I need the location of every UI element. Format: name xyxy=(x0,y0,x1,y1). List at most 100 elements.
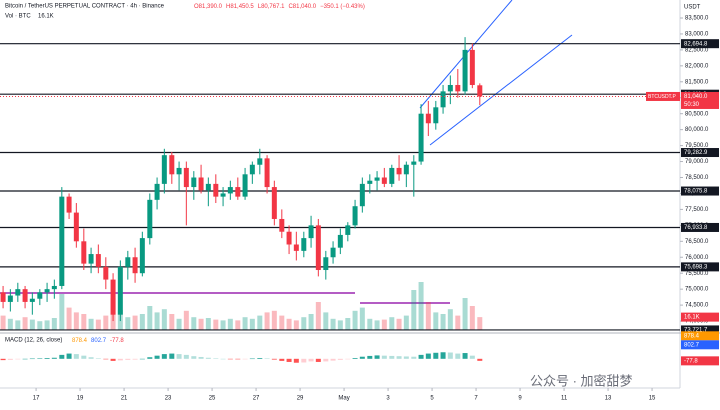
macd-hist-bar xyxy=(447,352,453,359)
volume-bar xyxy=(213,319,219,330)
x-tick-label: 9 xyxy=(518,396,522,402)
candle-body xyxy=(191,177,197,188)
y-tick-label: 76,000.0 xyxy=(685,255,709,261)
candle-body xyxy=(352,206,358,226)
volume-bar xyxy=(154,312,160,330)
candle-body xyxy=(359,183,365,207)
y-tick-label: 75,000.0 xyxy=(685,287,709,293)
candle-body xyxy=(132,257,138,274)
ohlc-legend: O81,390.0 H81,450.5 L80,767.1 C81,040.0 −350… xyxy=(194,4,365,10)
volume-bar xyxy=(125,317,131,330)
macd-hist-bar xyxy=(301,358,307,363)
candle-body xyxy=(235,187,241,197)
volume-bar xyxy=(359,307,365,330)
volume-bar xyxy=(176,318,182,330)
level-label: 79,282.9 xyxy=(684,150,708,156)
volume-label-box xyxy=(681,312,719,322)
volume-bar xyxy=(418,282,424,330)
macd-hist-bar xyxy=(374,355,380,359)
macd-hist-bar xyxy=(396,356,402,359)
volume-bar xyxy=(469,306,475,330)
candle-body xyxy=(103,266,109,280)
candle-body xyxy=(374,177,380,181)
macd-hist-bar xyxy=(132,358,138,360)
volume-bar xyxy=(66,307,72,330)
volume-bar xyxy=(293,320,299,330)
volume-bar xyxy=(22,317,28,330)
candle-body xyxy=(242,174,248,197)
level-label-box xyxy=(681,39,719,49)
candle-body xyxy=(183,167,189,188)
macd-hist-bar xyxy=(37,358,43,359)
macd-hist-bar xyxy=(220,358,226,360)
macd-hist-bar xyxy=(469,355,475,359)
volume-bar xyxy=(352,310,358,330)
candle-body xyxy=(44,289,50,293)
macd-hist-bar xyxy=(73,354,79,359)
x-tick-label: 13 xyxy=(605,396,612,402)
macd-hist-bar xyxy=(462,353,468,359)
volume-bar xyxy=(169,314,175,330)
volume-bar xyxy=(403,315,409,330)
macd-hist-bar xyxy=(169,353,175,359)
level-label: 78,075.8 xyxy=(684,189,708,195)
macd-hist-bar xyxy=(7,358,13,360)
macd-axis-box xyxy=(681,356,719,366)
volume-bar xyxy=(462,298,468,330)
candle-body xyxy=(279,218,285,232)
x-tick-label: 29 xyxy=(297,396,304,402)
macd-hist-bar xyxy=(403,356,409,359)
candle-body xyxy=(323,257,329,271)
candle-body xyxy=(213,183,219,197)
macd-hist-bar xyxy=(279,358,285,361)
candle-body xyxy=(95,254,101,267)
macd-hist-bar xyxy=(198,356,204,359)
y-tick-label: 82,000.0 xyxy=(685,63,709,69)
candle-body xyxy=(477,85,483,97)
candle-body xyxy=(22,289,28,302)
volume-bar xyxy=(81,314,87,330)
macd-hist-bar xyxy=(22,358,28,360)
volume-bar xyxy=(381,319,387,330)
symbol-title: Bitcoin / TetherUS PERPETUAL CONTRACT · … xyxy=(5,4,165,10)
volume-bar xyxy=(345,318,351,330)
candle-body xyxy=(301,238,307,251)
volume-axis-label: 16.1K xyxy=(684,315,700,321)
x-tick-label: May xyxy=(338,396,349,402)
volume-bar xyxy=(73,312,79,330)
candle-body xyxy=(330,247,336,258)
macd-hist-bar xyxy=(418,354,424,359)
y-tick-label: 79,500.0 xyxy=(685,143,709,149)
volume-legend: Vol · BTC xyxy=(5,14,31,20)
x-tick-label: 5 xyxy=(430,396,434,402)
volume-bar xyxy=(227,318,233,330)
candle-body xyxy=(147,199,153,239)
candle-body xyxy=(59,196,65,286)
macd-hist-bar xyxy=(81,355,87,359)
y-tick-label: 78,500.0 xyxy=(685,175,709,181)
symbol-tag-text: BTCUSDT.P xyxy=(648,94,676,100)
candle-body xyxy=(257,158,263,165)
macd-legend-value: 878.4 xyxy=(72,338,88,344)
volume-bar xyxy=(425,302,431,330)
volume-bar xyxy=(191,317,197,330)
macd-hist-bar xyxy=(95,358,101,359)
volume-bar xyxy=(198,318,204,330)
candle-body xyxy=(227,187,233,194)
candle-body xyxy=(337,234,343,248)
candle-body xyxy=(0,292,6,302)
level-label-box xyxy=(681,325,719,335)
macd-hist-bar xyxy=(117,358,123,361)
candle-body xyxy=(198,177,204,191)
y-tick-label: 81,500.0 xyxy=(685,79,709,85)
level-label: 82,694.8 xyxy=(684,41,708,47)
x-tick-label: 25 xyxy=(209,396,216,402)
volume-bar xyxy=(205,318,211,330)
macd-hist-bar xyxy=(411,356,417,359)
y-tick-label: 83,000.0 xyxy=(685,32,709,38)
y-tick-label: 74,000.0 xyxy=(685,319,709,325)
candle-body xyxy=(51,285,57,290)
candle-body xyxy=(161,155,167,184)
channel-lower xyxy=(429,34,573,146)
level-label-box xyxy=(681,262,719,272)
